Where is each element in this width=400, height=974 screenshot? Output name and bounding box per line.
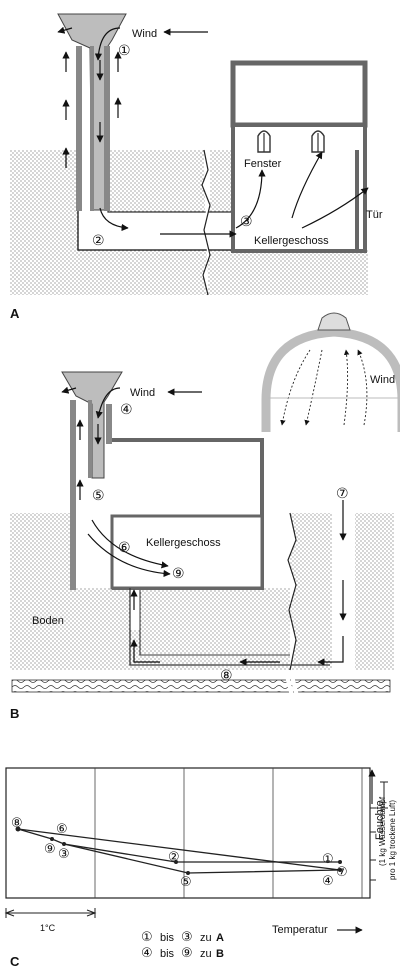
y-scale-bracket [380, 781, 388, 809]
legend-1-from: ① [141, 929, 153, 944]
legend-1-target: A [216, 932, 224, 944]
legend-1-mid: bis [160, 932, 175, 944]
wind-label-dome: Wind [370, 374, 395, 386]
point-label-3: ③ [58, 846, 70, 861]
door-label: Tür [366, 209, 383, 221]
psychrometric-chart-frame [5, 767, 371, 899]
x-scale-label: 1°C [40, 923, 56, 933]
point-label-8: ⑧ [11, 815, 23, 830]
point-label-7: ⑦ [336, 864, 348, 879]
groundwater-layer [11, 679, 391, 693]
point-label-2: ② [168, 849, 180, 864]
ground-a-left [10, 150, 210, 295]
wind-label-b: Wind [130, 387, 155, 399]
ground-a-bottom-right [210, 250, 368, 295]
marker-8: ⑧ [220, 667, 233, 683]
panel-letter-b: B [10, 706, 19, 721]
marker-4: ④ [120, 401, 133, 417]
legend-2-mid: bis [160, 948, 175, 960]
chart-gridlines [94, 768, 363, 898]
legend-1-suffix: zu [200, 932, 212, 944]
temperature-scale-bar [4, 908, 97, 918]
ground-a-right [210, 150, 236, 212]
legend-2-from: ④ [141, 945, 153, 960]
basement-label-a: Kellergeschoss [254, 235, 329, 247]
y-scale-note-2: pro 1 kg trockene Luft) [388, 800, 397, 880]
fracture-line-b [287, 512, 297, 671]
panel-letter-a: A [10, 306, 20, 321]
ground-a-middle [108, 150, 205, 212]
marker-2: ② [92, 232, 105, 248]
point-label-4: ④ [322, 873, 334, 888]
airflow-arrows-b [61, 386, 347, 666]
x-axis-label: Temperatur [272, 924, 328, 936]
window-icon [257, 130, 325, 153]
ground-b-left [10, 513, 140, 670]
ground-b-middle [140, 588, 290, 670]
marker-6: ⑥ [118, 539, 131, 555]
panel-b: Wind [10, 312, 400, 721]
fracture-line-a [201, 149, 211, 296]
marker-1: ① [118, 42, 131, 58]
panel-letter-c: C [10, 954, 20, 969]
state-points [15, 826, 342, 875]
legend-2-suffix: zu [200, 948, 212, 960]
wind-label-a: Wind [132, 28, 157, 40]
ground-label: Boden [32, 615, 64, 627]
airflow-arrows-a [57, 26, 369, 238]
marker-5: ⑤ [92, 487, 105, 503]
legend-2-target: B [216, 948, 224, 960]
dome-inset [261, 312, 400, 432]
y-axis-label: Feuchte [374, 800, 386, 840]
ground-b-right [290, 513, 332, 670]
ground-b-far-right [355, 513, 394, 670]
panel-c-legend: ① bis ③ zu A ④ bis ⑨ zu B [141, 929, 224, 960]
marker-7: ⑦ [336, 485, 349, 501]
legend-2-to: ⑨ [181, 945, 193, 960]
building-a-upper [230, 60, 368, 128]
point-label-1: ① [322, 851, 334, 866]
legend-1-to: ③ [181, 929, 193, 944]
building-a-lower [231, 123, 367, 253]
marker-3: ③ [240, 213, 253, 229]
y-scale-note-1: (1 kg Wasserdampf [378, 796, 387, 866]
point-label-6: ⑥ [56, 821, 68, 836]
panel-c: Feuchte (1 kg Wasserdampf pro 1 kg trock… [4, 767, 397, 969]
window-label: Fenster [244, 158, 282, 170]
point-label-5: ⑤ [180, 874, 192, 889]
panel-a: Wind ① ② ③ Fenster Tür Kellergeschoss A [10, 13, 383, 321]
marker-9: ⑨ [172, 565, 185, 581]
basement-label-b: Kellergeschoss [146, 537, 221, 549]
point-label-9: ⑨ [44, 841, 56, 856]
